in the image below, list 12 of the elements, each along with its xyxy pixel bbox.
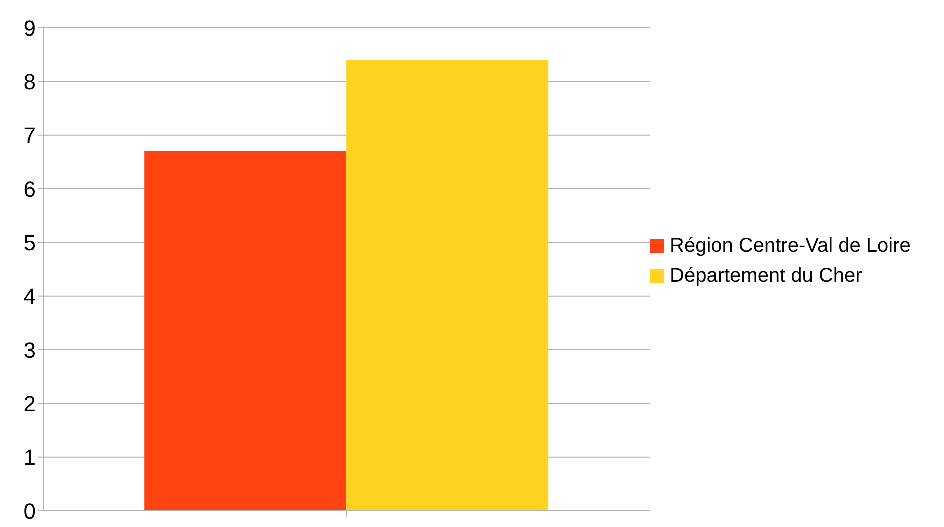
y-tick-label: 7: [24, 123, 36, 148]
y-tick-label: 1: [24, 445, 36, 470]
y-tick-label: 3: [24, 338, 36, 363]
y-tick-label: 2: [24, 391, 36, 416]
y-tick-label: 4: [24, 284, 36, 310]
legend-label: Région Centre-Val de Loire: [670, 234, 911, 258]
y-tick-label: 0: [24, 498, 36, 524]
y-tick-label: 5: [24, 230, 36, 256]
y-tick-label: 9: [24, 16, 36, 41]
y-tick-label: 6: [24, 176, 36, 202]
y-tick-label: 8: [24, 69, 36, 94]
legend-label: Département du Cher: [670, 264, 862, 288]
